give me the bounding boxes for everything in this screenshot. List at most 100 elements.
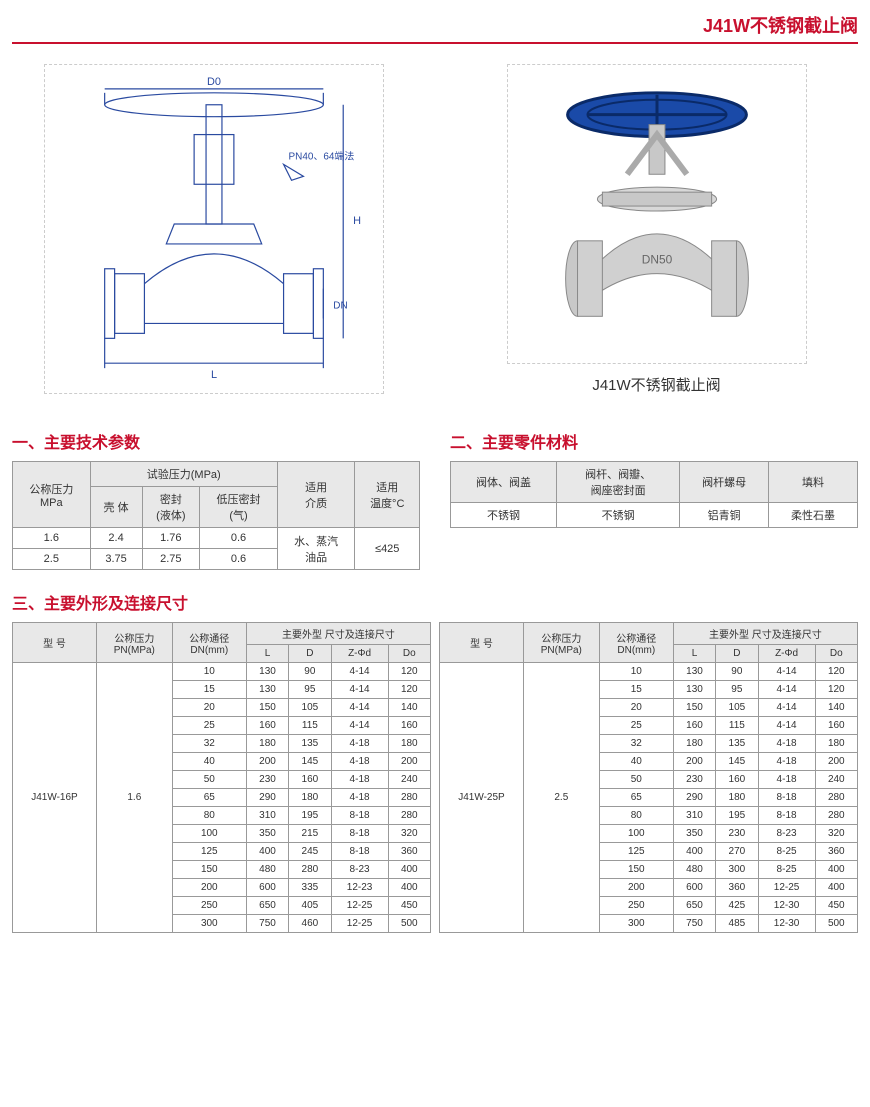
diagram-svg: D0 PN40、64端法 xyxy=(45,65,383,393)
cell: 450 xyxy=(388,897,430,915)
cell: 200 xyxy=(673,753,715,771)
svg-text:PN40、64端法: PN40、64端法 xyxy=(288,149,354,162)
th-medium: 适用介质 xyxy=(277,462,355,528)
cell: 195 xyxy=(716,807,758,825)
cell: 4-18 xyxy=(758,753,815,771)
cell: 160 xyxy=(388,717,430,735)
svg-text:H: H xyxy=(353,215,361,227)
cell: 300 xyxy=(172,915,246,933)
cell: 10 xyxy=(599,663,673,681)
cell: 100 xyxy=(599,825,673,843)
cell: 4-14 xyxy=(331,717,388,735)
cell: 4-18 xyxy=(758,735,815,753)
cell: 2.75 xyxy=(142,549,200,570)
cell: 8-18 xyxy=(758,789,815,807)
th-Z: Z-Φd xyxy=(758,645,815,663)
cell: 4-14 xyxy=(331,663,388,681)
cell: 280 xyxy=(815,789,857,807)
cell: 95 xyxy=(289,681,331,699)
cell: 130 xyxy=(246,681,288,699)
diagram-placeholder: D0 PN40、64端法 xyxy=(44,64,384,394)
th-Do: Do xyxy=(815,645,857,663)
cell: 280 xyxy=(388,789,430,807)
svg-text:DN50: DN50 xyxy=(641,253,672,267)
photo-svg: DN50 xyxy=(508,65,806,363)
cell: 400 xyxy=(388,861,430,879)
cell: 115 xyxy=(716,717,758,735)
th-dims: 主要外型 尺寸及连接尺寸 xyxy=(673,623,857,645)
cell: 不锈钢 xyxy=(451,503,557,528)
cell: 135 xyxy=(716,735,758,753)
th-mat0: 阀体、阀盖 xyxy=(451,462,557,503)
cell: 400 xyxy=(815,879,857,897)
cell: 150 xyxy=(172,861,246,879)
cell: 480 xyxy=(246,861,288,879)
cell: 250 xyxy=(172,897,246,915)
th-Do: Do xyxy=(388,645,430,663)
cell: 230 xyxy=(246,771,288,789)
section-materials: 二、主要零件材料 阀体、阀盖 阀杆、阀瓣、阀座密封面 阀杆螺母 填料 不锈钢 不… xyxy=(450,419,858,570)
cell: 280 xyxy=(289,861,331,879)
cell: 230 xyxy=(673,771,715,789)
cell: 270 xyxy=(716,843,758,861)
cell: 280 xyxy=(815,807,857,825)
th-seal-liquid: 密封(液体) xyxy=(142,487,200,528)
svg-text:DN: DN xyxy=(333,301,347,312)
cell: 95 xyxy=(716,681,758,699)
cell: 4-14 xyxy=(331,699,388,717)
cell: 8-25 xyxy=(758,843,815,861)
cell: 180 xyxy=(673,735,715,753)
cell: 40 xyxy=(599,753,673,771)
dimension-tables: 型 号公称压力PN(MPa)公称通径DN(mm)主要外型 尺寸及连接尺寸LDZ-… xyxy=(12,622,858,933)
cell: 20 xyxy=(599,699,673,717)
photo-caption: J41W不锈钢截止阀 xyxy=(592,374,720,395)
section3-title: 三、主要外形及连接尺寸 xyxy=(12,590,858,614)
cell: 80 xyxy=(599,807,673,825)
cell: 320 xyxy=(815,825,857,843)
cell: 160 xyxy=(246,717,288,735)
materials-table: 阀体、阀盖 阀杆、阀瓣、阀座密封面 阀杆螺母 填料 不锈钢 不锈钢 铝青铜 柔性… xyxy=(450,461,858,528)
th-shell: 壳 体 xyxy=(90,487,142,528)
cell: 485 xyxy=(716,915,758,933)
cell: 240 xyxy=(388,771,430,789)
cell: 0.6 xyxy=(200,528,278,549)
cell: 90 xyxy=(716,663,758,681)
cell: 320 xyxy=(388,825,430,843)
cell: 405 xyxy=(289,897,331,915)
cell: 25 xyxy=(599,717,673,735)
cell: 160 xyxy=(815,717,857,735)
cell: 65 xyxy=(172,789,246,807)
cell: 310 xyxy=(246,807,288,825)
figure-row: D0 PN40、64端法 xyxy=(12,64,858,395)
cell: 310 xyxy=(673,807,715,825)
th-dn: 公称通径DN(mm) xyxy=(599,623,673,663)
th-dims: 主要外型 尺寸及连接尺寸 xyxy=(246,623,430,645)
cell: 200 xyxy=(815,753,857,771)
cell: 140 xyxy=(815,699,857,717)
cell: 160 xyxy=(716,771,758,789)
cell: 180 xyxy=(289,789,331,807)
th-mat1: 阀杆、阀瓣、阀座密封面 xyxy=(557,462,680,503)
cell: 150 xyxy=(246,699,288,717)
cell-pn: 2.5 xyxy=(523,663,599,933)
table-row: 不锈钢 不锈钢 铝青铜 柔性石墨 xyxy=(451,503,858,528)
cell: 460 xyxy=(289,915,331,933)
cell: 200 xyxy=(246,753,288,771)
cell: 480 xyxy=(673,861,715,879)
cell: 280 xyxy=(388,807,430,825)
cell: 2.4 xyxy=(90,528,142,549)
cell: 15 xyxy=(172,681,246,699)
th-D: D xyxy=(289,645,331,663)
cell: 230 xyxy=(716,825,758,843)
cell: 150 xyxy=(673,699,715,717)
cell: 360 xyxy=(815,843,857,861)
cell: 4-18 xyxy=(331,735,388,753)
cell: 600 xyxy=(673,879,715,897)
cell: 柔性石墨 xyxy=(769,503,858,528)
cell: 120 xyxy=(815,681,857,699)
cell: 400 xyxy=(388,879,430,897)
th-Z: Z-Φd xyxy=(331,645,388,663)
cell: 3.75 xyxy=(90,549,142,570)
cell: 360 xyxy=(716,879,758,897)
cell: 32 xyxy=(599,735,673,753)
